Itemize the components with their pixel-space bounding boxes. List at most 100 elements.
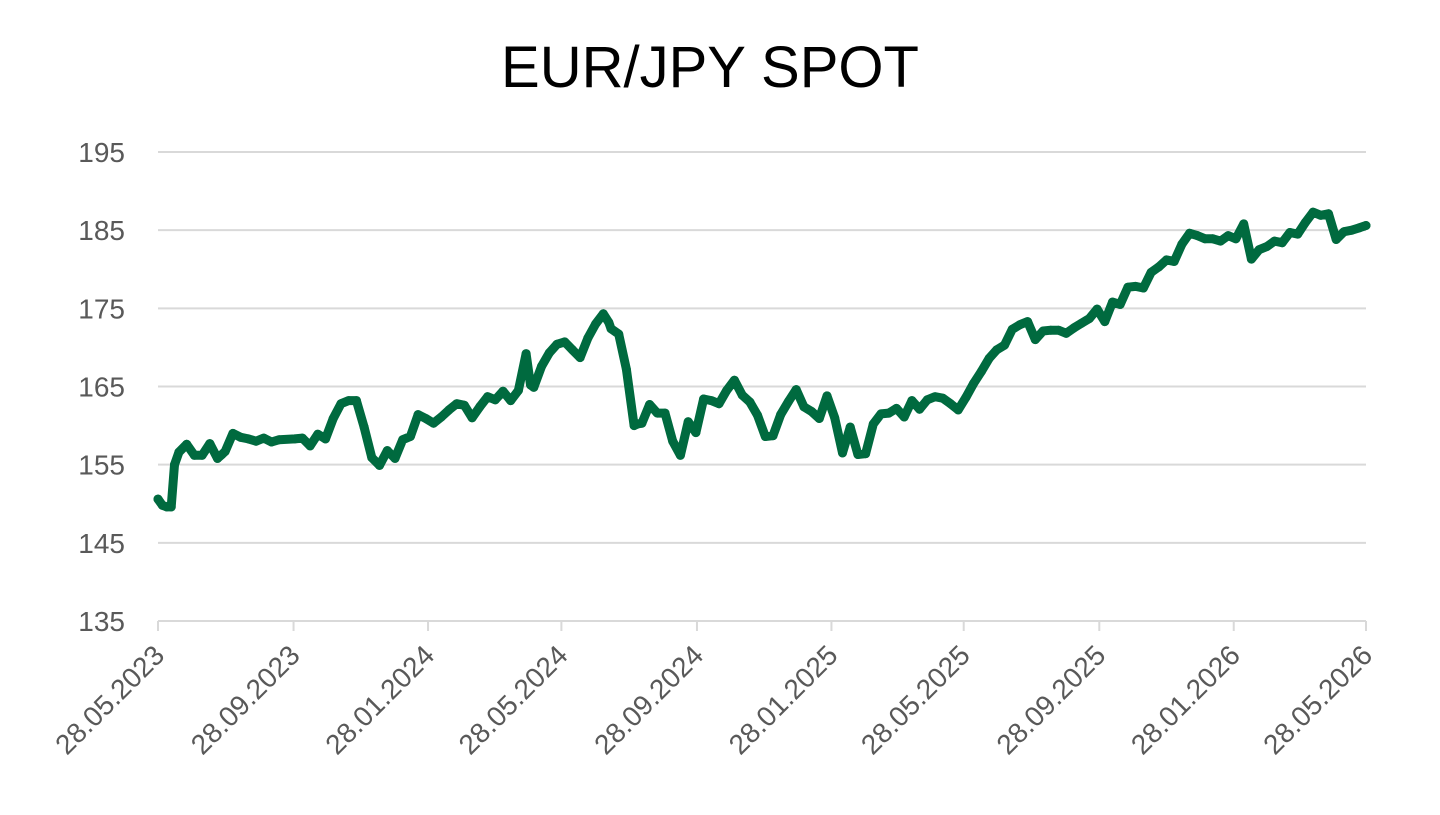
data-point: [614, 329, 624, 339]
data-point: [166, 502, 176, 512]
data-point: [760, 432, 770, 441]
x-tick-label: 28.09.2023: [185, 639, 306, 760]
data-point: [922, 395, 932, 405]
data-point: [1000, 340, 1009, 350]
data-point: [830, 413, 840, 423]
data-point: [251, 436, 261, 446]
y-tick-label: 165: [78, 372, 125, 403]
x-tick-label: 28.05.2025: [855, 639, 976, 760]
data-point: [1084, 314, 1094, 323]
data-point: [1331, 235, 1341, 244]
data-point: [305, 441, 315, 451]
data-point: [1023, 317, 1033, 327]
data-point: [784, 396, 793, 406]
data-point: [552, 339, 562, 349]
data-point: [321, 434, 330, 444]
data-point: [675, 450, 685, 460]
data-point: [575, 353, 585, 363]
data-point: [290, 434, 300, 444]
data-point: [1177, 239, 1187, 249]
data-point: [1123, 282, 1133, 292]
data-point: [1162, 255, 1171, 265]
data-point: [776, 410, 786, 420]
x-tick-label: 28.01.2025: [723, 639, 844, 760]
data-point: [853, 450, 863, 459]
data-point: [1239, 219, 1249, 229]
y-tick-label: 195: [78, 137, 125, 168]
data-point: [274, 435, 284, 445]
y-tick-label: 135: [78, 606, 125, 637]
data-point: [768, 431, 778, 441]
data-point: [745, 397, 755, 407]
data-point: [1262, 242, 1272, 252]
data-point: [1146, 267, 1156, 277]
data-point: [1154, 262, 1164, 272]
data-point: [706, 396, 716, 406]
data-point: [722, 385, 732, 395]
data-point: [1007, 324, 1017, 334]
data-point: [938, 393, 948, 403]
data-point: [838, 448, 847, 458]
y-tick-label: 185: [78, 215, 125, 246]
data-point: [498, 386, 508, 396]
data-point: [1108, 297, 1117, 307]
data-point: [1169, 256, 1179, 266]
data-point: [1347, 225, 1357, 235]
x-tick-label: 28.01.2024: [319, 639, 440, 760]
data-point: [1246, 254, 1256, 264]
data-point: [467, 413, 477, 423]
data-point: [359, 422, 369, 432]
data-point: [714, 399, 724, 409]
series-layer: [153, 207, 1371, 512]
data-point: [861, 449, 871, 459]
data-point: [1308, 207, 1318, 217]
data-point: [1100, 317, 1110, 327]
data-point: [976, 367, 986, 377]
data-point: [683, 417, 693, 427]
data-point: [506, 396, 516, 406]
y-tick-label: 155: [78, 450, 125, 481]
data-point: [691, 428, 701, 438]
x-tick-label: 28.09.2025: [990, 639, 1111, 760]
gridlines: [158, 151, 1366, 544]
data-point: [1192, 231, 1202, 241]
data-point: [344, 396, 354, 406]
data-point: [243, 434, 253, 444]
data-point: [1077, 318, 1087, 328]
data-point: [583, 333, 593, 343]
data-point: [1038, 326, 1048, 336]
data-point: [313, 429, 323, 439]
data-point: [1223, 231, 1233, 241]
data-point: [907, 396, 917, 406]
data-point: [537, 361, 547, 371]
data-point: [197, 450, 207, 460]
data-point: [1069, 323, 1079, 333]
series-points: [153, 207, 1371, 512]
data-point: [868, 419, 878, 429]
data-point: [220, 446, 230, 456]
data-point: [791, 385, 801, 395]
data-point: [1015, 320, 1025, 330]
data-point: [405, 432, 415, 441]
chart-title: EUR/JPY SPOT: [501, 35, 919, 100]
data-point: [205, 439, 215, 449]
data-point: [182, 439, 192, 449]
data-point: [729, 375, 739, 385]
y-tick-label: 175: [78, 293, 125, 324]
data-point: [483, 392, 493, 402]
data-point: [490, 395, 500, 405]
data-point: [459, 400, 469, 410]
data-point: [297, 433, 307, 443]
data-point: [1092, 304, 1102, 314]
data-point: [969, 378, 979, 388]
x-tick-label: 28.05.2023: [49, 639, 170, 760]
x-tick-label: 28.09.2024: [588, 639, 709, 760]
data-point: [1131, 281, 1141, 291]
data-point: [1285, 228, 1295, 237]
y-tick-label: 145: [78, 528, 125, 559]
data-point: [1270, 236, 1279, 246]
data-point: [529, 382, 539, 392]
x-axis-ticks: 28.05.2023 28.09.2023 28.01.2024 28.05.2024…: [49, 621, 1378, 760]
data-point: [336, 399, 346, 409]
data-point: [429, 418, 438, 428]
